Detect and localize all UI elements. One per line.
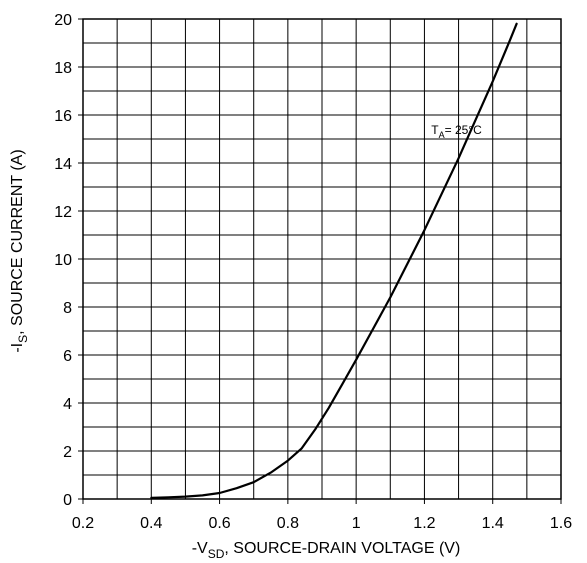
y-axis-title: -IS, SOURCE CURRENT (A) [9, 149, 30, 352]
y-tick-label: 8 [63, 300, 72, 317]
x-axis-title-prefix: -V [192, 540, 208, 557]
y-tick-label: 0 [63, 492, 72, 509]
axis-ticks [78, 18, 562, 504]
y-axis-title-prefix: -I [9, 343, 26, 353]
y-tick-label: 6 [63, 348, 72, 365]
y-axis-tick-labels: 0 2 4 6 8 10 12 14 16 18 20 [54, 12, 72, 509]
x-axis-tick-labels: 0.2 0.4 0.6 0.8 1 1.2 1.4 1.6 [72, 515, 572, 532]
y-tick-label: 16 [54, 108, 72, 125]
annotation-subscript: A [439, 130, 445, 140]
y-axis-title-subscript: S [16, 335, 30, 343]
series-line [150, 22, 518, 499]
y-axis-title-suffix: , SOURCE CURRENT (A) [9, 149, 26, 335]
x-axis-title: -VSD, SOURCE-DRAIN VOLTAGE (V) [192, 540, 461, 561]
annotation-suffix: = 25°C [445, 123, 482, 137]
temperature-annotation: TA= 25°C [431, 123, 482, 140]
x-axis-title-subscript: SD [208, 547, 225, 561]
y-tick-label: 10 [54, 252, 72, 269]
y-tick-label: 2 [63, 444, 72, 461]
x-tick-label: 1 [352, 515, 361, 532]
annotation-prefix: T [431, 123, 439, 137]
x-tick-label: 0.8 [277, 515, 299, 532]
y-tick-label: 4 [63, 396, 72, 413]
x-tick-label: 1.2 [413, 515, 435, 532]
series-layer [150, 22, 518, 499]
x-axis-title-suffix: , SOURCE-DRAIN VOLTAGE (V) [224, 540, 460, 557]
x-tick-label: 1.4 [482, 515, 504, 532]
x-tick-label: 0.2 [72, 515, 94, 532]
x-tick-label: 0.4 [140, 515, 162, 532]
x-tick-label: 1.6 [550, 515, 572, 532]
y-tick-label: 14 [54, 156, 72, 173]
y-tick-label: 18 [54, 60, 72, 77]
y-tick-label: 20 [54, 12, 72, 29]
x-tick-label: 0.6 [208, 515, 230, 532]
chart-grid [83, 19, 561, 499]
y-tick-label: 12 [54, 204, 72, 221]
